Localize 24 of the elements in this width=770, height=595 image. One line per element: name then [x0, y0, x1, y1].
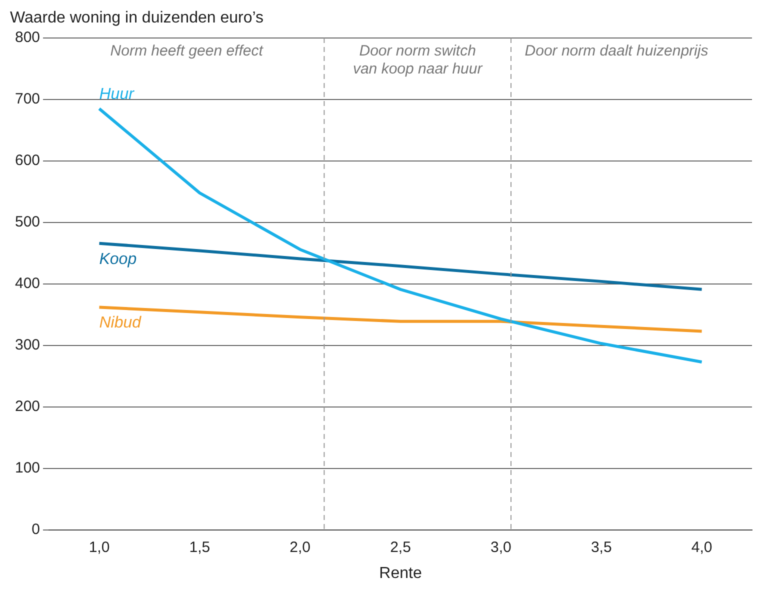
y-tick-label: 500 [14, 214, 40, 231]
series-label: Koop [99, 250, 137, 268]
y-tick-label: 100 [14, 459, 40, 476]
x-tick-label: 2,0 [290, 538, 311, 556]
x-tick-label: 3,0 [490, 538, 512, 556]
series-label: Huur [99, 86, 135, 104]
y-tick-label: 200 [14, 398, 40, 415]
x-tick-label: 3,5 [590, 538, 612, 556]
y-tick-label: 600 [14, 152, 40, 170]
x-tick-label: 1,0 [88, 538, 110, 556]
x-tick-label: 4,0 [691, 538, 712, 556]
x-tick-label: 1,5 [189, 538, 210, 556]
annotation: Norm heeft geen effect [110, 42, 264, 60]
y-tick-label: 400 [14, 275, 40, 292]
y-tick-label: 300 [14, 336, 40, 354]
y-tick-label: 0 [32, 520, 40, 538]
y-axis-title: Waarde woning in duizenden euro’s [10, 9, 264, 26]
annotation: Door norm switch van koop naar huur [352, 42, 484, 78]
y-tick-label: 700 [14, 90, 40, 108]
x-axis-title: Rente [379, 564, 422, 582]
annotation: Door norm daalt huizenprijs [524, 42, 709, 60]
series-label: Nibud [99, 314, 142, 332]
x-tick-label: 2,5 [390, 538, 411, 556]
y-tick-label: 800 [14, 29, 40, 46]
